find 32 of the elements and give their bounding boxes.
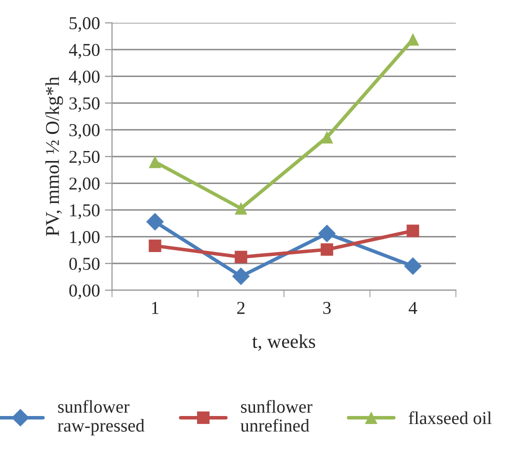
x-tick-label: 2 xyxy=(237,302,244,314)
point xyxy=(234,250,248,264)
y-tick-label: 3,00 xyxy=(69,124,100,139)
x-tick-label: 4 xyxy=(408,302,418,314)
point xyxy=(406,224,420,238)
point xyxy=(234,202,248,215)
x-tick-label: 1 xyxy=(152,302,158,314)
y-tick-label: 4,00 xyxy=(68,70,100,86)
point xyxy=(320,131,334,144)
y-tick-label: 1,50 xyxy=(70,204,100,220)
point xyxy=(232,267,250,286)
point xyxy=(320,243,334,256)
point xyxy=(148,240,162,252)
y-tick-label: 1,00 xyxy=(70,230,100,246)
legend-label: flaxseed oil xyxy=(408,411,492,424)
y-tick-label: 5,00 xyxy=(70,17,100,32)
legend-label: sunflower raw-pressed xyxy=(58,400,144,436)
point xyxy=(404,257,422,275)
y-tick-label: 0,50 xyxy=(69,258,100,272)
point xyxy=(148,156,162,168)
legend-label: sunflower unrefined xyxy=(240,400,312,432)
point xyxy=(146,212,164,231)
x-axis-title: t, weeks xyxy=(252,334,316,351)
y-tick-label: 2,00 xyxy=(69,178,100,192)
y-tick-label: 2,50 xyxy=(69,150,100,166)
y-tick-label: 3,50 xyxy=(69,97,100,112)
point xyxy=(406,33,420,46)
y-tick-label: 0,00 xyxy=(69,284,100,300)
y-axis-title: PV, mmol ½ O/kg*h xyxy=(45,76,64,236)
y-tick-label: 4,50 xyxy=(68,44,100,59)
point xyxy=(318,224,336,242)
x-tick-label: 3 xyxy=(323,302,331,314)
